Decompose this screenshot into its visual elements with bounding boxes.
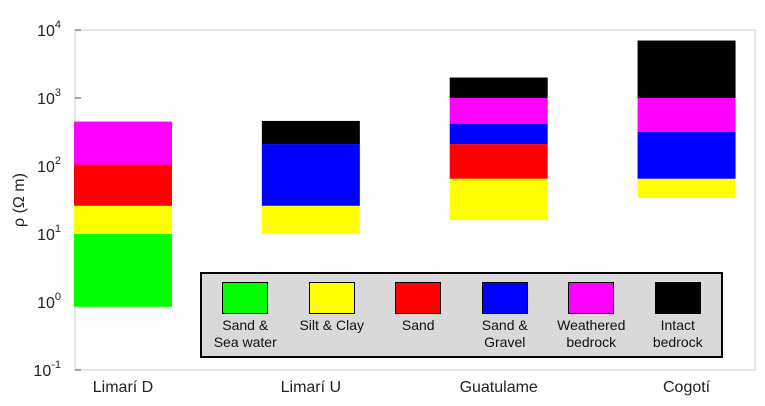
tick-base: 10 <box>37 227 55 244</box>
range-bar <box>261 144 360 206</box>
tick-base: 10 <box>37 91 55 108</box>
legend-label: Intact bedrock <box>652 317 703 350</box>
legend-label: Sand & Sea water <box>213 317 277 350</box>
range-bar <box>449 77 548 98</box>
range-bar <box>449 178 548 221</box>
legend-swatch <box>395 282 442 314</box>
legend-label: Silt & Clay <box>299 317 365 333</box>
legend-item: Weathered bedrock <box>549 282 633 356</box>
tick-base: 10 <box>33 363 51 380</box>
y-tick-label: 10-1 <box>33 359 61 380</box>
x-tick-label: Cogotí <box>663 379 711 396</box>
legend-item: Intact bedrock <box>636 282 720 356</box>
tick-base: 10 <box>37 23 55 40</box>
y-tick-label: 103 <box>37 87 61 108</box>
tick-base: 10 <box>37 295 55 312</box>
legend-item: Sand & Gravel <box>463 282 547 356</box>
range-bar <box>74 121 172 165</box>
range-bar <box>449 123 548 145</box>
range-bar <box>637 178 736 198</box>
tick-exponent: -1 <box>51 359 61 371</box>
tick-exponent: 3 <box>55 87 61 99</box>
range-bar <box>261 120 360 145</box>
range-bar <box>637 98 736 132</box>
legend-swatch <box>568 282 615 314</box>
legend-swatch <box>481 282 528 314</box>
legend-item: Silt & Clay <box>290 282 374 356</box>
legend-item: Sand & Sea water <box>203 282 287 356</box>
range-bar <box>74 164 172 206</box>
range-bar <box>449 98 548 124</box>
legend-item: Sand <box>376 282 460 356</box>
range-bar <box>261 205 360 234</box>
range-bar <box>637 131 736 179</box>
legend-swatch <box>654 282 701 314</box>
tick-exponent: 1 <box>55 223 61 235</box>
x-tick-label: Guatulame <box>460 379 538 396</box>
tick-base: 10 <box>37 159 55 176</box>
legend-swatch <box>222 282 269 314</box>
range-bar <box>449 144 548 179</box>
legend-swatch <box>308 282 355 314</box>
range-bar <box>74 205 172 234</box>
x-tick-label: Limarí D <box>93 379 153 396</box>
legend-label: Sand <box>401 317 435 333</box>
range-bar <box>74 234 172 307</box>
legend-label: Sand & Gravel <box>481 317 528 350</box>
y-axis-label: ρ (Ω m) <box>11 173 28 227</box>
y-tick-label: 100 <box>37 291 61 312</box>
y-tick-label: 101 <box>37 223 61 244</box>
legend-label: Weathered bedrock <box>557 317 626 350</box>
x-tick-label: Limarí U <box>281 379 341 396</box>
tick-exponent: 0 <box>55 291 61 303</box>
legend: Sand & Sea water Silt & Clay Sand Sand & Gr… <box>200 272 723 358</box>
y-tick-label: 102 <box>37 155 61 176</box>
y-tick-label: 104 <box>37 19 61 40</box>
range-bar <box>637 40 736 98</box>
tick-exponent: 4 <box>55 19 61 31</box>
tick-exponent: 2 <box>55 155 61 167</box>
